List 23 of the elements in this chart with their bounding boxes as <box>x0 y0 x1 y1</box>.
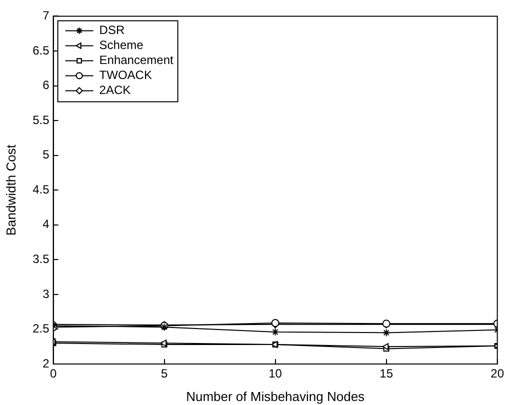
x-tick-label: 20 <box>490 366 504 381</box>
y-tick-label: 6 <box>42 78 50 92</box>
legend-label: Scheme <box>99 38 144 52</box>
y-tick-label: 7 <box>42 8 50 23</box>
x-tick-label: 5 <box>160 366 168 381</box>
x-tick-label: 0 <box>50 366 57 381</box>
legend-label: 2ACK <box>99 83 131 98</box>
x-tick-label: 15 <box>380 366 394 381</box>
y-tick-label: 2 <box>42 356 50 370</box>
x-tick-label: 10 <box>268 366 282 381</box>
y-tick-label: 5.5 <box>32 112 50 127</box>
y-tick-label: 4 <box>42 217 50 232</box>
y-tick-label: 3 <box>42 286 50 301</box>
y-tick-label: 5 <box>42 148 50 162</box>
y-axis-title: Bandwidth Cost <box>3 144 18 236</box>
y-tick-label: 4.5 <box>32 182 50 196</box>
x-axis-title: Number of Misbehaving Nodes <box>186 388 366 404</box>
legend-label: Enhancement <box>99 53 174 68</box>
legend-label: TWOACK <box>99 68 152 82</box>
legend-label: DSR <box>99 23 125 38</box>
y-tick-label: 2.5 <box>32 322 50 336</box>
y-tick-label: 3.5 <box>32 252 50 266</box>
y-tick-label: 6.5 <box>32 43 50 58</box>
